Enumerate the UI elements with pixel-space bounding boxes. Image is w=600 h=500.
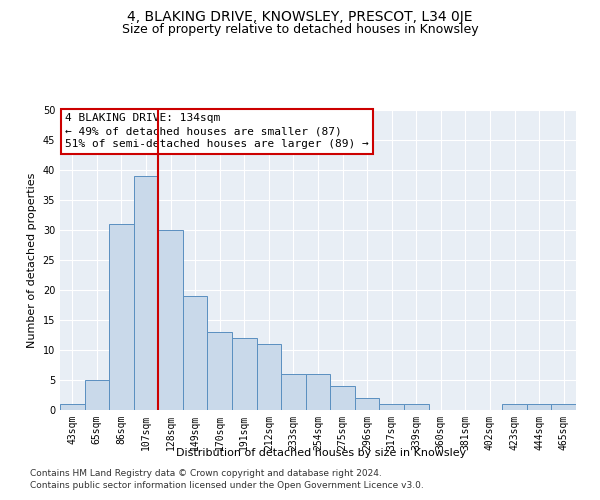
Bar — [330, 386, 355, 410]
Bar — [208, 332, 232, 410]
Bar — [404, 404, 428, 410]
Bar — [60, 404, 85, 410]
Bar — [379, 404, 404, 410]
Bar — [232, 338, 257, 410]
Bar — [257, 344, 281, 410]
Bar — [281, 374, 306, 410]
Text: Contains HM Land Registry data © Crown copyright and database right 2024.: Contains HM Land Registry data © Crown c… — [30, 468, 382, 477]
Bar — [109, 224, 134, 410]
Bar — [527, 404, 551, 410]
Text: Distribution of detached houses by size in Knowsley: Distribution of detached houses by size … — [176, 448, 466, 458]
Bar — [183, 296, 208, 410]
Bar — [551, 404, 576, 410]
Bar — [85, 380, 109, 410]
Bar — [134, 176, 158, 410]
Text: Size of property relative to detached houses in Knowsley: Size of property relative to detached ho… — [122, 22, 478, 36]
Bar — [502, 404, 527, 410]
Bar — [306, 374, 330, 410]
Text: 4 BLAKING DRIVE: 134sqm
← 49% of detached houses are smaller (87)
51% of semi-de: 4 BLAKING DRIVE: 134sqm ← 49% of detache… — [65, 113, 369, 150]
Bar — [158, 230, 183, 410]
Text: 4, BLAKING DRIVE, KNOWSLEY, PRESCOT, L34 0JE: 4, BLAKING DRIVE, KNOWSLEY, PRESCOT, L34… — [127, 10, 473, 24]
Bar — [355, 398, 379, 410]
Text: Contains public sector information licensed under the Open Government Licence v3: Contains public sector information licen… — [30, 481, 424, 490]
Y-axis label: Number of detached properties: Number of detached properties — [27, 172, 37, 348]
